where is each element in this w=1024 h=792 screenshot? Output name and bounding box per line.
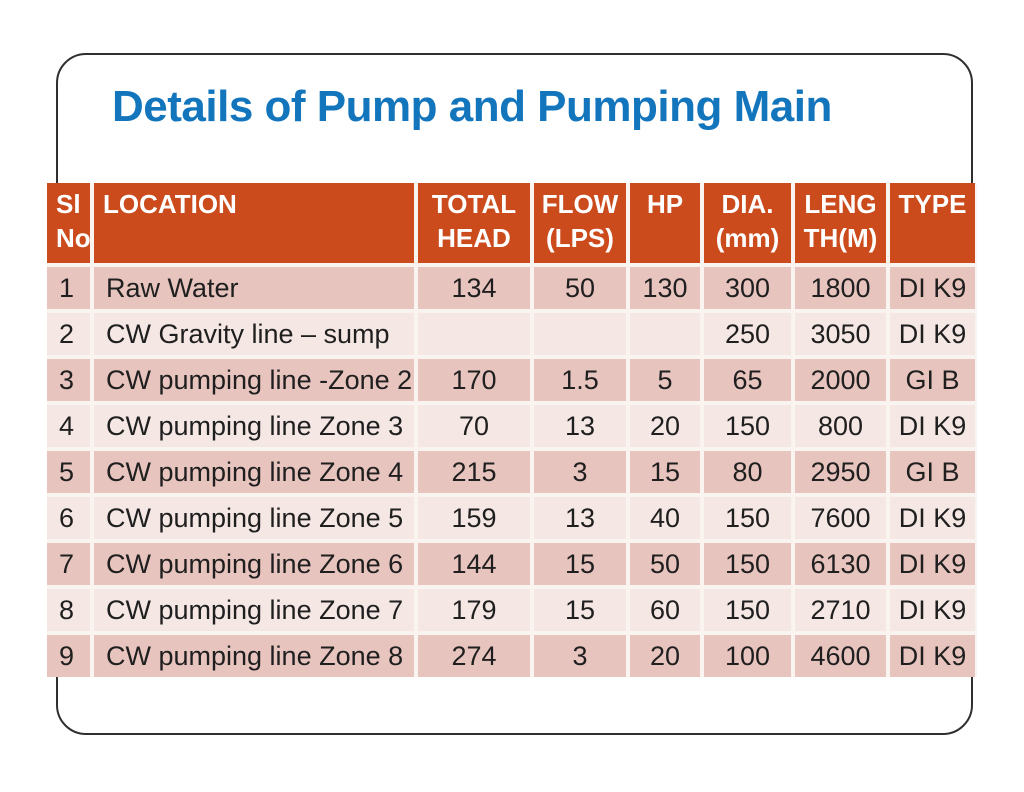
cell-hp-row-6: 40 [630, 497, 700, 539]
cell-dia_mm-row-9: 100 [704, 635, 791, 677]
cell-type-row-6: DI K9 [890, 497, 975, 539]
cell-dia_mm-row-5: 80 [704, 451, 791, 493]
cell-total_head-row-8: 179 [418, 589, 530, 631]
column-header-type: TYPE [890, 183, 975, 263]
cell-hp-row-1: 130 [630, 267, 700, 309]
column-header-location: LOCATION [94, 183, 414, 263]
cell-dia_mm-row-1: 300 [704, 267, 791, 309]
cell-length_m-row-6: 7600 [795, 497, 886, 539]
cell-flow_lps-row-8: 15 [534, 589, 626, 631]
cell-location-row-8: CW pumping line Zone 7 [94, 589, 414, 631]
cell-hp-row-9: 20 [630, 635, 700, 677]
cell-sl_no-row-5: 5 [47, 451, 90, 493]
cell-sl_no-row-1: 1 [47, 267, 90, 309]
cell-hp-row-3: 5 [630, 359, 700, 401]
cell-dia_mm-row-7: 150 [704, 543, 791, 585]
cell-sl_no-row-3: 3 [47, 359, 90, 401]
cell-flow_lps-row-6: 13 [534, 497, 626, 539]
cell-hp-row-8: 60 [630, 589, 700, 631]
cell-total_head-row-2 [418, 313, 530, 355]
cell-flow_lps-row-3: 1.5 [534, 359, 626, 401]
cell-type-row-9: DI K9 [890, 635, 975, 677]
column-header-hp: HP [630, 183, 700, 263]
cell-location-row-7: CW pumping line Zone 6 [94, 543, 414, 585]
cell-length_m-row-1: 1800 [795, 267, 886, 309]
cell-dia_mm-row-8: 150 [704, 589, 791, 631]
cell-length_m-row-4: 800 [795, 405, 886, 447]
cell-sl_no-row-4: 4 [47, 405, 90, 447]
cell-dia_mm-row-2: 250 [704, 313, 791, 355]
cell-type-row-8: DI K9 [890, 589, 975, 631]
cell-type-row-7: DI K9 [890, 543, 975, 585]
cell-flow_lps-row-2 [534, 313, 626, 355]
page-title: Details of Pump and Pumping Main [112, 82, 832, 131]
column-header-flow_lps: FLOW (LPS) [534, 183, 626, 263]
cell-type-row-4: DI K9 [890, 405, 975, 447]
cell-location-row-5: CW pumping line Zone 4 [94, 451, 414, 493]
cell-length_m-row-8: 2710 [795, 589, 886, 631]
column-header-dia_mm: DIA. (mm) [704, 183, 791, 263]
cell-length_m-row-5: 2950 [795, 451, 886, 493]
cell-length_m-row-3: 2000 [795, 359, 886, 401]
cell-total_head-row-3: 170 [418, 359, 530, 401]
cell-sl_no-row-6: 6 [47, 497, 90, 539]
cell-dia_mm-row-6: 150 [704, 497, 791, 539]
cell-location-row-3: CW pumping line -Zone 2 [94, 359, 414, 401]
cell-dia_mm-row-3: 65 [704, 359, 791, 401]
column-header-length_m: LENG TH(M) [795, 183, 886, 263]
cell-flow_lps-row-1: 50 [534, 267, 626, 309]
cell-hp-row-4: 20 [630, 405, 700, 447]
cell-length_m-row-7: 6130 [795, 543, 886, 585]
column-header-total_head: TOTAL HEAD [418, 183, 530, 263]
cell-total_head-row-5: 215 [418, 451, 530, 493]
cell-type-row-5: GI B [890, 451, 975, 493]
cell-length_m-row-9: 4600 [795, 635, 886, 677]
cell-total_head-row-1: 134 [418, 267, 530, 309]
cell-sl_no-row-2: 2 [47, 313, 90, 355]
cell-hp-row-2 [630, 313, 700, 355]
cell-location-row-9: CW pumping line Zone 8 [94, 635, 414, 677]
cell-dia_mm-row-4: 150 [704, 405, 791, 447]
cell-flow_lps-row-9: 3 [534, 635, 626, 677]
cell-location-row-6: CW pumping line Zone 5 [94, 497, 414, 539]
cell-total_head-row-9: 274 [418, 635, 530, 677]
cell-type-row-1: DI K9 [890, 267, 975, 309]
cell-sl_no-row-8: 8 [47, 589, 90, 631]
cell-location-row-2: CW Gravity line – sump [94, 313, 414, 355]
cell-hp-row-7: 50 [630, 543, 700, 585]
cell-location-row-1: Raw Water [94, 267, 414, 309]
cell-total_head-row-4: 70 [418, 405, 530, 447]
cell-sl_no-row-7: 7 [47, 543, 90, 585]
cell-total_head-row-6: 159 [418, 497, 530, 539]
column-header-sl_no: Sl No [47, 183, 91, 263]
cell-flow_lps-row-5: 3 [534, 451, 626, 493]
cell-type-row-3: GI B [890, 359, 975, 401]
cell-length_m-row-2: 3050 [795, 313, 886, 355]
cell-sl_no-row-9: 9 [47, 635, 90, 677]
cell-flow_lps-row-4: 13 [534, 405, 626, 447]
cell-hp-row-5: 15 [630, 451, 700, 493]
cell-flow_lps-row-7: 15 [534, 543, 626, 585]
cell-type-row-2: DI K9 [890, 313, 975, 355]
pump-table: Sl No LOCATION TOTAL HEAD FLOW (LPS) HP DIA. … [47, 183, 977, 677]
cell-total_head-row-7: 144 [418, 543, 530, 585]
cell-location-row-4: CW pumping line Zone 3 [94, 405, 414, 447]
